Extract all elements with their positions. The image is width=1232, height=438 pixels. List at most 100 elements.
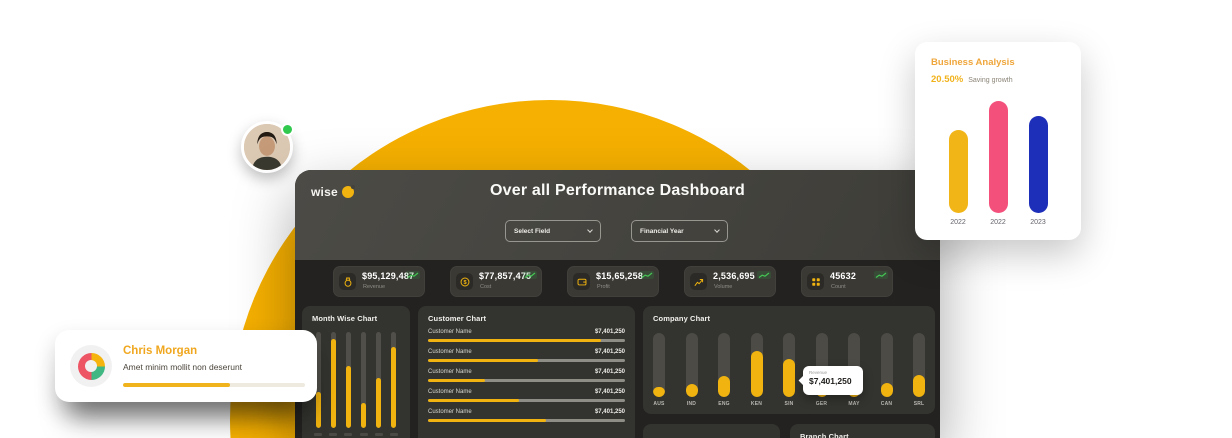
kpi-value: $15,65,258 [596, 271, 644, 281]
customer-bar-fill [428, 358, 539, 362]
month-bar-fill [376, 378, 382, 428]
analysis-bar-label: 2022 [950, 219, 966, 226]
month-bar-track [376, 332, 382, 428]
business-analysis-card: Business Analysis 20.50% Saving growth 2… [915, 42, 1081, 240]
analysis-title: Business Analysis [931, 57, 1015, 68]
kpi-card: 45632 Count [801, 266, 893, 297]
company-bar-fill [750, 350, 763, 397]
company-bar-fill [685, 384, 698, 397]
financial-year-dropdown[interactable]: Financial Year [631, 220, 728, 242]
company-bar-fill [783, 358, 795, 397]
month-chart-title: Month Wise Chart [312, 314, 378, 323]
analysis-caption: Saving growth [968, 77, 1013, 84]
kpi-label: Revenue [363, 284, 386, 290]
analysis-stat-row: 20.50% Saving growth [931, 74, 1013, 85]
customer-bar-fill [428, 398, 519, 402]
company-bar-label: IND [686, 401, 697, 407]
dashboard-window: wise Over all Performance Dashboard Sele… [295, 170, 940, 438]
kpi-card: $15,65,258 Profit [567, 266, 659, 297]
customer-bar-track [428, 418, 625, 422]
company-bar-slot: SRL [913, 333, 925, 407]
customer-row: Customer Name $7,401,250 [428, 369, 625, 382]
kpi-value: $77,857,475 [479, 271, 532, 281]
company-bar-track [685, 333, 698, 397]
analysis-bar [1028, 116, 1048, 213]
company-bar-track [880, 333, 893, 397]
company-bar-fill [880, 382, 893, 397]
month-wise-chart-panel: Month Wise Chart [302, 306, 410, 438]
company-bar-label: GER [815, 401, 828, 407]
customer-bar-fill [428, 418, 547, 422]
company-bar-label: KEN [750, 401, 763, 407]
money-bag-icon [339, 273, 356, 290]
company-chart-title: Company Chart [653, 314, 711, 323]
profile-progress-track [123, 383, 305, 387]
chevron-down-icon [587, 227, 593, 233]
customer-name: Customer Name [428, 369, 472, 375]
customer-name: Customer Name [428, 349, 472, 355]
customer-value: $7,401,250 [594, 349, 625, 355]
month-bar-fill [345, 365, 351, 428]
customer-bar-track [428, 378, 625, 382]
company-bar-slot: SIN [783, 333, 795, 407]
trend-up-badge [757, 271, 771, 279]
analysis-bar-label: 2023 [1030, 219, 1046, 226]
analysis-bars: 2022 2022 2023 [915, 101, 1081, 226]
dashboard-header: wise Over all Performance Dashboard Sele… [295, 170, 940, 260]
month-axis-tick [329, 433, 338, 436]
month-bar-fill [330, 338, 336, 428]
analysis-bar-slot: 2023 [1028, 116, 1048, 226]
customer-bar-track [428, 338, 625, 342]
trend-up-badge [406, 271, 420, 279]
month-axis-tick [389, 433, 398, 436]
analysis-bar-slot: 2022 [948, 130, 968, 226]
company-bar-track [783, 333, 795, 397]
company-bar-slot: CAN [880, 333, 893, 407]
customer-row-head: Customer Name $7,401,250 [428, 369, 625, 375]
analysis-bar-label: 2022 [990, 219, 1006, 226]
month-bar-fill [391, 347, 397, 428]
company-bar-slot: ENG [718, 333, 730, 407]
customer-bar-fill [428, 378, 486, 382]
kpi-value: $95,129,487 [362, 271, 415, 281]
customer-bar-track [428, 398, 625, 402]
customer-row-head: Customer Name $7,401,250 [428, 349, 625, 355]
select-field-dropdown[interactable]: Select Field [505, 220, 601, 242]
profile-card: Chris Morgan Amet minim mollit non deser… [55, 330, 317, 402]
customer-rows: Customer Name $7,401,250 Customer Name $7,4… [428, 329, 625, 429]
profile-name: Chris Morgan [123, 345, 198, 357]
company-chart-panel: Company Chart AUS IND ENG KEN SIN GER MAY CAN SR… [643, 306, 935, 414]
analysis-bar [948, 130, 968, 213]
customer-chart-title: Customer Chart [428, 314, 487, 323]
customer-bar-fill [428, 338, 602, 342]
analysis-percent: 20.50% [931, 74, 964, 85]
month-bar-fill [315, 391, 321, 428]
month-bar-track [345, 332, 351, 428]
customer-value: $7,401,250 [594, 389, 625, 395]
customer-row-head: Customer Name $7,401,250 [428, 329, 625, 335]
chart-icon [690, 273, 707, 290]
company-bar-fill [653, 387, 665, 397]
wise-logo: wise [311, 185, 355, 199]
customer-value: $7,401,250 [594, 329, 625, 335]
profile-subtitle: Amet minim mollit non deserunt [123, 362, 243, 372]
branch-chart-panel: Branch Chart [790, 424, 935, 438]
avatar-portrait [244, 124, 290, 170]
customer-name: Customer Name [428, 409, 472, 415]
customer-bar-track [428, 358, 625, 362]
customer-row: Customer Name $7,401,250 [428, 349, 625, 362]
company-bar-slot: KEN [750, 333, 763, 407]
logo-text: wise [311, 185, 338, 199]
tooltip-label: Revenue [809, 370, 828, 375]
month-bar-track [361, 332, 367, 428]
grid-icon [807, 273, 824, 290]
trend-up-badge [523, 271, 537, 279]
company-bar-track [718, 333, 730, 397]
company-bar-slot: IND [685, 333, 698, 407]
customer-name: Customer Name [428, 389, 472, 395]
month-bar-slot [389, 332, 398, 436]
company-bar-track [750, 333, 763, 397]
company-bar-label: CAN [880, 401, 893, 407]
logo-coin-icon [341, 185, 355, 198]
